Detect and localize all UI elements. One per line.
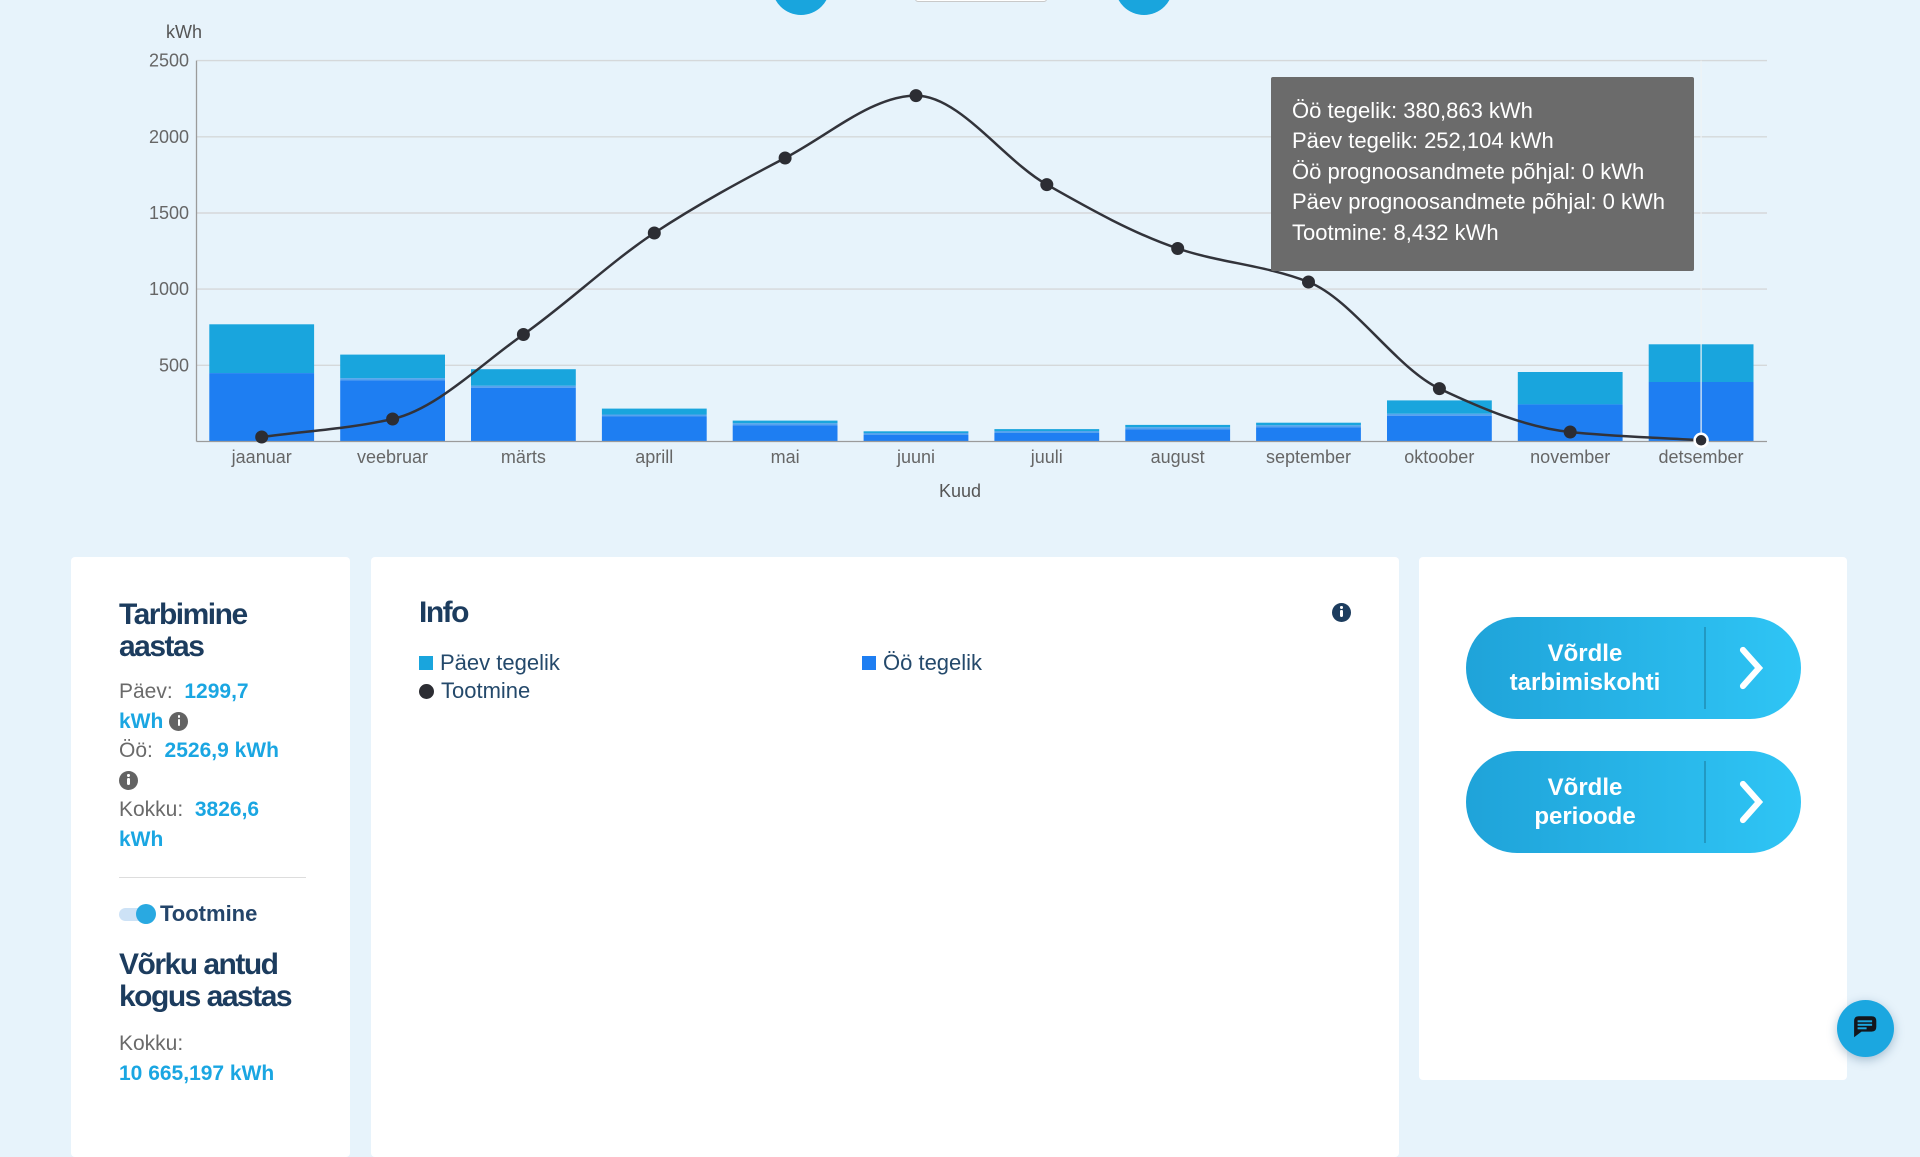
svg-text:2500: 2500 [149, 51, 189, 71]
svg-text:kWh: kWh [166, 22, 202, 42]
svg-text:1000: 1000 [149, 279, 189, 299]
svg-text:veebruar: veebruar [357, 447, 428, 467]
svg-text:2000: 2000 [149, 127, 189, 147]
svg-text:november: november [1530, 447, 1610, 467]
svg-text:juuni: juuni [896, 447, 935, 467]
svg-text:oktoober: oktoober [1404, 447, 1474, 467]
svg-text:detsember: detsember [1658, 447, 1743, 467]
svg-text:1500: 1500 [149, 203, 189, 223]
svg-text:aprill: aprill [635, 447, 673, 467]
svg-text:Kuud: Kuud [939, 481, 981, 501]
svg-text:august: august [1151, 447, 1205, 467]
svg-text:mai: mai [771, 447, 800, 467]
svg-text:märts: märts [501, 447, 546, 467]
svg-text:juuli: juuli [1030, 447, 1063, 467]
svg-text:september: september [1266, 447, 1351, 467]
svg-text:jaanuar: jaanuar [231, 447, 292, 467]
svg-text:500: 500 [159, 355, 189, 375]
